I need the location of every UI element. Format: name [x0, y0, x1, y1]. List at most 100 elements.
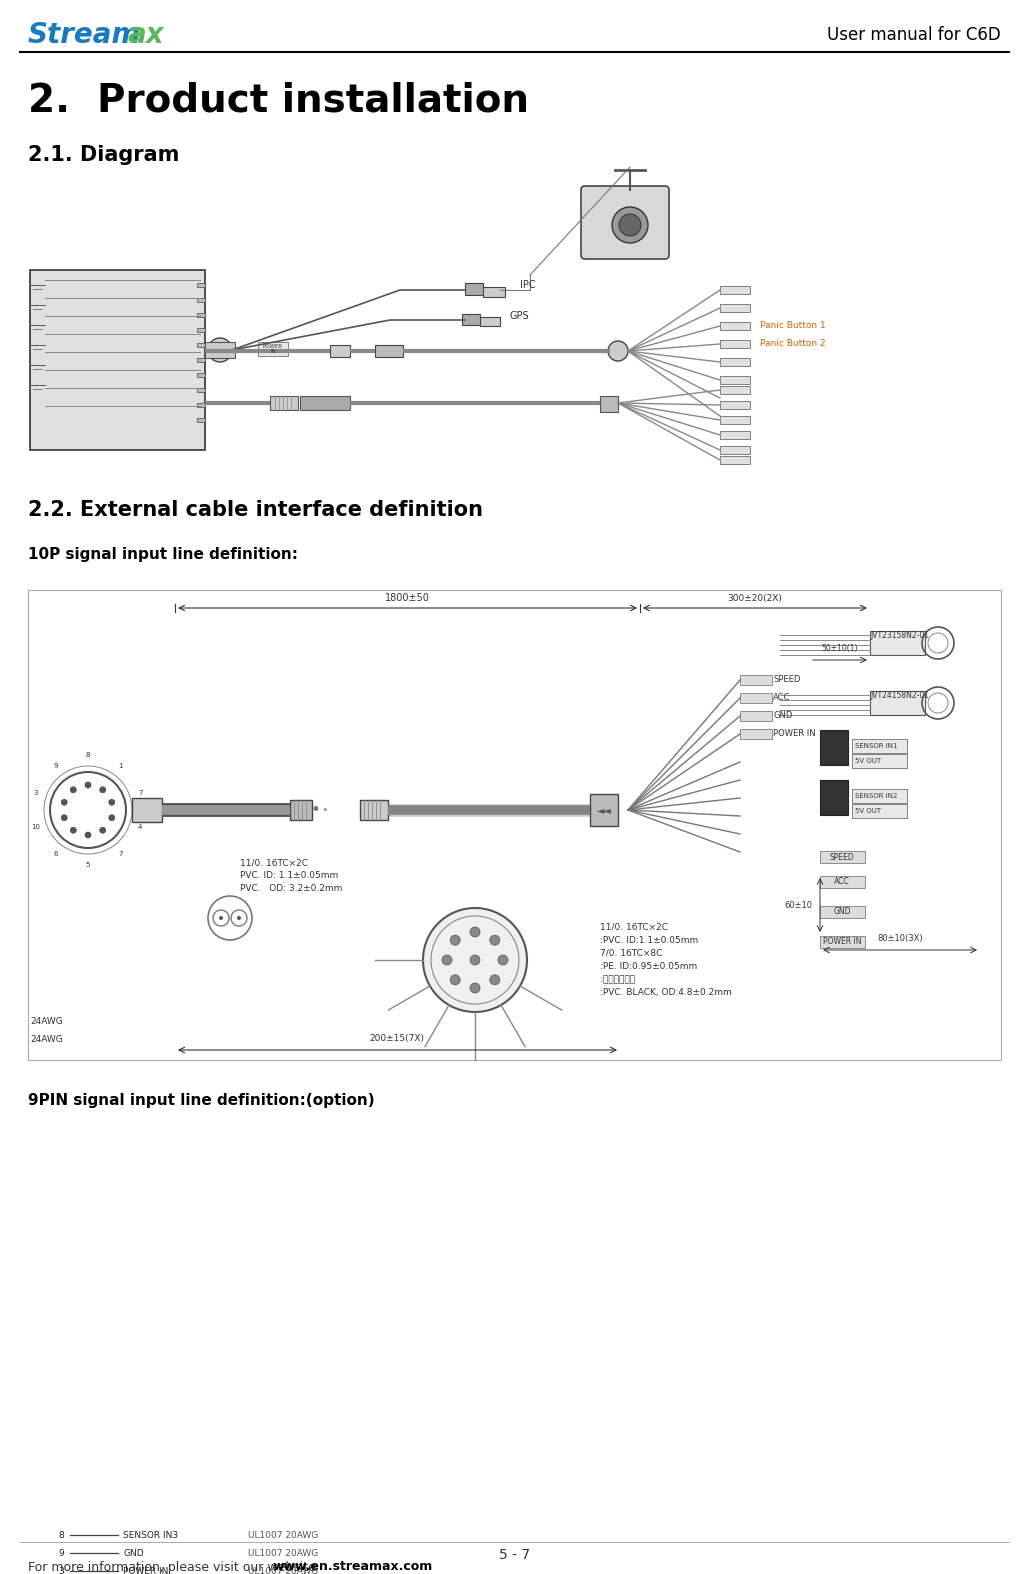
- Text: POWER IN: POWER IN: [823, 938, 861, 946]
- Text: POWER
IN: POWER IN: [263, 343, 283, 354]
- Circle shape: [70, 828, 76, 833]
- Text: GND: GND: [833, 908, 851, 916]
- FancyBboxPatch shape: [197, 313, 205, 316]
- Circle shape: [612, 208, 648, 242]
- FancyBboxPatch shape: [720, 431, 750, 439]
- FancyBboxPatch shape: [720, 304, 750, 312]
- FancyBboxPatch shape: [820, 937, 865, 948]
- Text: Panic Button 2: Panic Button 2: [760, 340, 825, 348]
- Text: 7: 7: [138, 790, 143, 796]
- Text: PVC.   OD: 3.2±0.2mm: PVC. OD: 3.2±0.2mm: [240, 885, 343, 892]
- FancyBboxPatch shape: [720, 357, 750, 367]
- FancyBboxPatch shape: [852, 789, 907, 803]
- Text: 24AWG: 24AWG: [30, 1017, 63, 1026]
- FancyBboxPatch shape: [720, 323, 750, 331]
- Text: 3: 3: [33, 790, 38, 796]
- Text: 2.1. Diagram: 2.1. Diagram: [28, 145, 179, 165]
- FancyBboxPatch shape: [375, 345, 403, 357]
- FancyBboxPatch shape: [720, 416, 750, 423]
- Text: 9: 9: [58, 1549, 64, 1558]
- Circle shape: [490, 935, 500, 946]
- FancyBboxPatch shape: [197, 389, 205, 392]
- Text: 3: 3: [58, 1566, 64, 1574]
- Text: UL1007 20AWG: UL1007 20AWG: [248, 1566, 318, 1574]
- Circle shape: [109, 800, 115, 806]
- Text: 9PIN signal input line definition:(option): 9PIN signal input line definition:(optio…: [28, 1092, 375, 1108]
- FancyBboxPatch shape: [720, 456, 750, 464]
- Text: 11/0. 16TC×2C: 11/0. 16TC×2C: [600, 922, 668, 932]
- FancyBboxPatch shape: [197, 419, 205, 422]
- Text: POWER IN: POWER IN: [123, 1566, 169, 1574]
- FancyBboxPatch shape: [197, 327, 205, 332]
- Text: 50±10(1): 50±10(1): [822, 644, 858, 653]
- Text: JVT23158N2-01: JVT23158N2-01: [870, 631, 929, 639]
- Circle shape: [61, 800, 67, 806]
- FancyBboxPatch shape: [820, 907, 865, 918]
- Text: 5V OUT: 5V OUT: [855, 759, 881, 763]
- FancyBboxPatch shape: [590, 793, 618, 826]
- Circle shape: [61, 815, 67, 820]
- Circle shape: [451, 935, 460, 946]
- FancyBboxPatch shape: [820, 781, 848, 815]
- Text: 60±10: 60±10: [784, 900, 812, 910]
- Text: ax: ax: [128, 20, 165, 49]
- Circle shape: [208, 338, 232, 362]
- FancyBboxPatch shape: [852, 740, 907, 752]
- FancyBboxPatch shape: [820, 877, 865, 888]
- Text: SENSOR IN3: SENSOR IN3: [123, 1530, 178, 1539]
- Circle shape: [470, 955, 480, 965]
- Circle shape: [498, 955, 508, 965]
- Text: 8: 8: [85, 752, 91, 759]
- FancyBboxPatch shape: [740, 729, 772, 740]
- Text: 6: 6: [54, 852, 58, 858]
- Text: ◄◄: ◄◄: [597, 804, 611, 815]
- Text: SPEED: SPEED: [773, 675, 801, 685]
- FancyBboxPatch shape: [720, 340, 750, 348]
- Circle shape: [100, 828, 106, 833]
- FancyBboxPatch shape: [197, 373, 205, 378]
- Text: POWER IN: POWER IN: [773, 729, 816, 738]
- FancyBboxPatch shape: [720, 386, 750, 394]
- Text: :PVC. BLACK, OD:4.8±0.2mm: :PVC. BLACK, OD:4.8±0.2mm: [600, 988, 732, 996]
- Text: User manual for C6D: User manual for C6D: [827, 27, 1001, 44]
- FancyBboxPatch shape: [30, 271, 205, 450]
- Text: 300±20(2X): 300±20(2X): [728, 593, 782, 603]
- Text: 8: 8: [58, 1530, 64, 1539]
- FancyBboxPatch shape: [258, 342, 288, 356]
- FancyBboxPatch shape: [330, 345, 350, 357]
- FancyBboxPatch shape: [483, 286, 505, 297]
- Circle shape: [470, 984, 480, 993]
- FancyBboxPatch shape: [197, 343, 205, 346]
- Text: SPEED: SPEED: [829, 853, 854, 861]
- FancyBboxPatch shape: [720, 286, 750, 294]
- Text: 10: 10: [31, 825, 40, 829]
- Text: PVC. ID: 1.1±0.05mm: PVC. ID: 1.1±0.05mm: [240, 870, 339, 880]
- Text: :PE. ID:0.95±0.05mm: :PE. ID:0.95±0.05mm: [600, 962, 698, 971]
- FancyBboxPatch shape: [205, 342, 235, 357]
- FancyBboxPatch shape: [852, 804, 907, 818]
- FancyBboxPatch shape: [197, 357, 205, 362]
- Text: 7/0. 16TC×8C: 7/0. 16TC×8C: [600, 949, 663, 959]
- Text: ACC: ACC: [773, 694, 790, 702]
- Text: 9: 9: [54, 762, 58, 768]
- Text: •: •: [310, 801, 320, 818]
- FancyBboxPatch shape: [462, 313, 480, 324]
- Text: SENSOR IN2: SENSOR IN2: [855, 793, 897, 800]
- Text: GND: GND: [773, 711, 792, 721]
- FancyBboxPatch shape: [720, 376, 750, 384]
- FancyBboxPatch shape: [465, 283, 483, 294]
- FancyBboxPatch shape: [300, 397, 350, 409]
- FancyBboxPatch shape: [820, 852, 865, 863]
- Circle shape: [70, 787, 76, 793]
- Text: UL1007 20AWG: UL1007 20AWG: [248, 1530, 318, 1539]
- FancyBboxPatch shape: [132, 798, 162, 822]
- Text: 2.2. External cable interface definition: 2.2. External cable interface definition: [28, 501, 483, 519]
- Text: 1800±50: 1800±50: [385, 593, 430, 603]
- Circle shape: [85, 833, 91, 837]
- FancyBboxPatch shape: [740, 675, 772, 685]
- FancyBboxPatch shape: [270, 397, 298, 409]
- Circle shape: [219, 916, 223, 919]
- FancyBboxPatch shape: [197, 403, 205, 408]
- Text: :PVC. ID:1.1±0.05mm: :PVC. ID:1.1±0.05mm: [600, 937, 699, 944]
- Text: :包稳抗成组程: :包稳抗成组程: [600, 974, 635, 984]
